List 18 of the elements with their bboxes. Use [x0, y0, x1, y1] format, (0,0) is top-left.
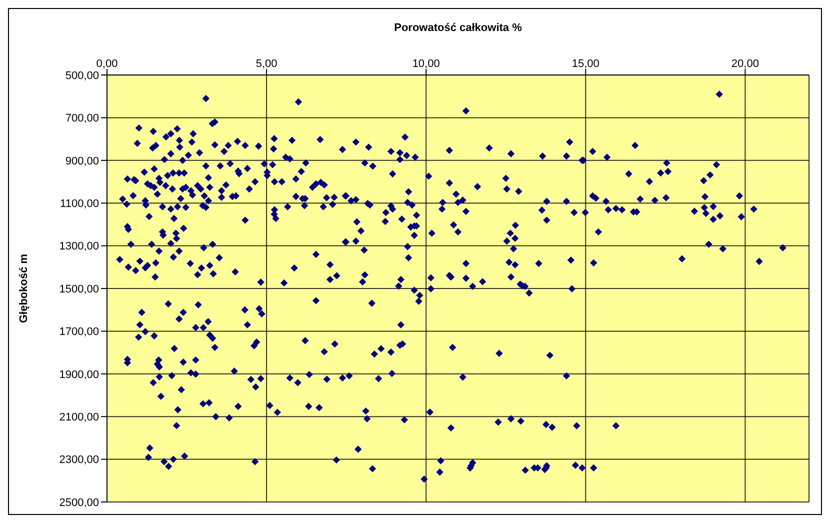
y-tick-label: 1700,00 — [59, 326, 99, 338]
x-tick-label: 10,00 — [412, 58, 440, 70]
y-tick-label: 2500,00 — [59, 496, 99, 509]
x-tick-label: 15,00 — [572, 58, 600, 70]
x-tick-label: 20,00 — [731, 58, 759, 70]
y-tick-label: 900,00 — [65, 155, 99, 168]
x-axis-title: Porowatość całkowita % — [394, 22, 522, 34]
y-tick-label: 500,00 — [65, 70, 99, 82]
y-axis-title: Głębokość m — [18, 254, 30, 324]
y-tick-label: 1300,00 — [59, 240, 99, 253]
y-tick-label: 2300,00 — [59, 454, 99, 466]
y-tick-label: 1500,00 — [59, 283, 99, 296]
y-tick-label: 1900,00 — [59, 368, 99, 381]
y-tick-label: 2100,00 — [59, 412, 99, 424]
y-tick-label: 1100,00 — [60, 198, 99, 210]
x-tick-label: 5,00 — [256, 58, 278, 70]
y-tick-label: 700,00 — [65, 112, 99, 125]
x-tick-label: 0,00 — [96, 58, 118, 70]
